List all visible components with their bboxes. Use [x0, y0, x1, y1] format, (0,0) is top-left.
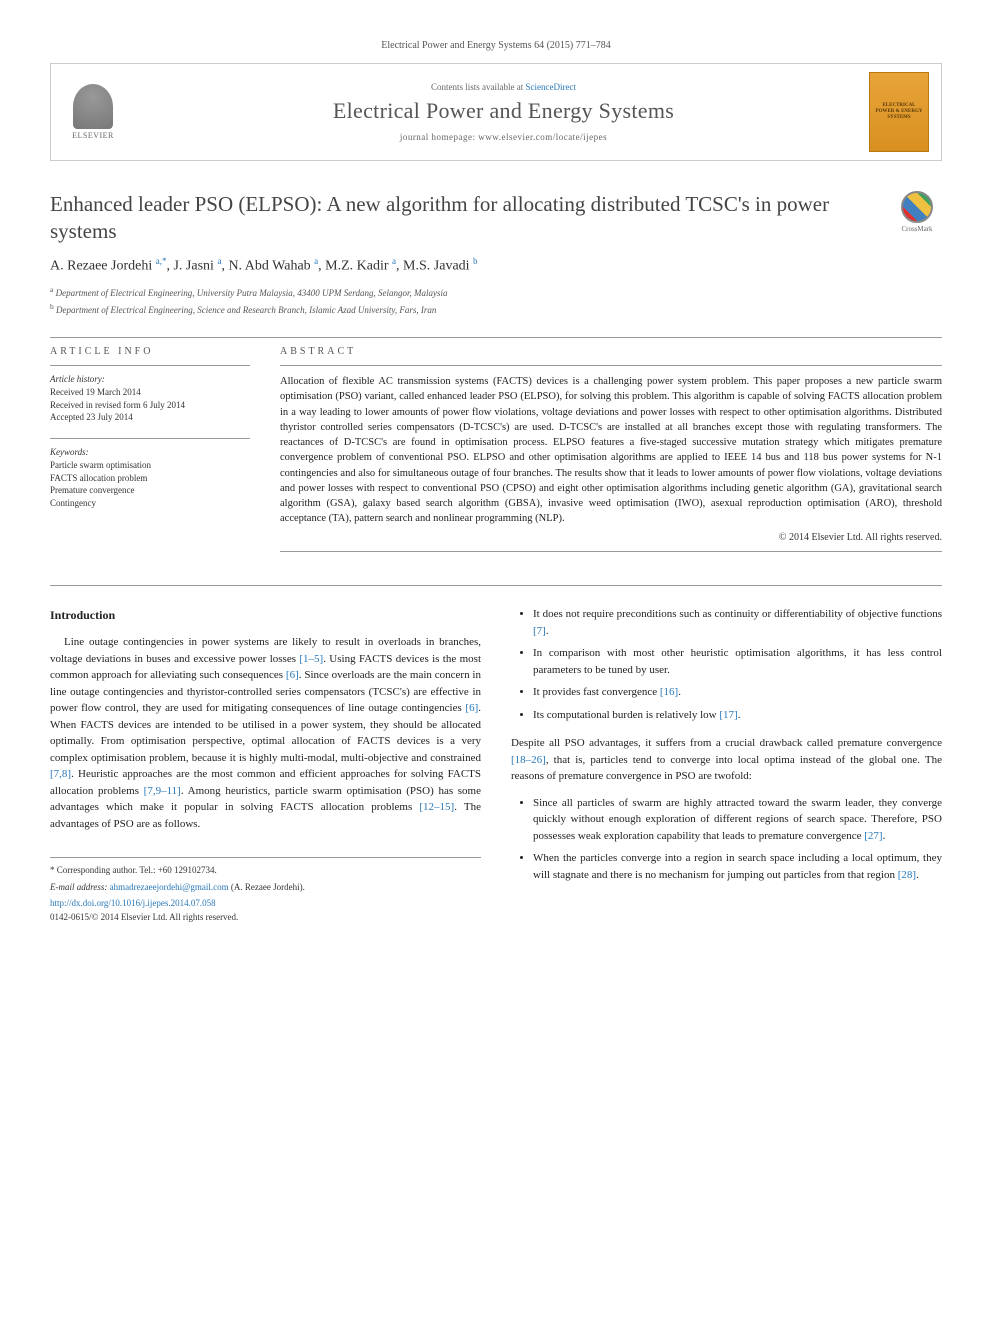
doi-link[interactable]: http://dx.doi.org/10.1016/j.ijepes.2014.… [50, 898, 216, 908]
affiliation-a-text: Department of Electrical Engineering, Un… [56, 288, 448, 298]
copyright-line: © 2014 Elsevier Ltd. All rights reserved… [280, 532, 942, 543]
reference-link[interactable]: [28] [898, 869, 916, 881]
article-title: Enhanced leader PSO (ELPSO): A new algor… [50, 191, 877, 246]
abstract-col: ABSTRACT Allocation of flexible AC trans… [280, 346, 942, 560]
header-center: Contents lists available at ScienceDirec… [138, 82, 869, 142]
reference-link[interactable]: [6] [465, 702, 478, 714]
received-date: Received 19 March 2014 [50, 386, 250, 399]
reasons-list: Since all particles of swarm are highly … [511, 795, 942, 884]
crossmark-icon [901, 191, 933, 223]
reference-link[interactable]: [16] [660, 686, 678, 698]
advantages-list: It does not require preconditions such a… [511, 606, 942, 723]
keyword-item: FACTS allocation problem [50, 472, 250, 485]
affiliation-a: a Department of Electrical Engineering, … [50, 284, 942, 301]
sciencedirect-link[interactable]: ScienceDirect [526, 82, 576, 92]
homepage-url: www.elsevier.com/locate/ijepes [478, 132, 607, 142]
issn-line: 0142-0615/© 2014 Elsevier Ltd. All right… [50, 911, 481, 925]
reference-link[interactable]: [27] [864, 830, 882, 842]
title-row: Enhanced leader PSO (ELPSO): A new algor… [50, 191, 942, 246]
homepage-line: journal homepage: www.elsevier.com/locat… [138, 132, 869, 142]
list-item: In comparison with most other heuristic … [533, 645, 942, 678]
article-info-col: ARTICLE INFO Article history: Received 1… [50, 346, 250, 560]
email-link[interactable]: ahmadrezaeejordehi@gmail.com [110, 882, 229, 892]
article-info-heading: ARTICLE INFO [50, 346, 250, 357]
drawback-paragraph: Despite all PSO advantages, it suffers f… [511, 735, 942, 785]
list-item: Its computational burden is relatively l… [533, 707, 942, 724]
keyword-item: Particle swarm optimisation [50, 459, 250, 472]
divider [50, 585, 942, 586]
reference-link[interactable]: [18–26] [511, 754, 546, 766]
list-item: When the particles converge into a regio… [533, 850, 942, 883]
accepted-date: Accepted 23 July 2014 [50, 411, 250, 424]
footer-block: * Corresponding author. Tel.: +60 129102… [50, 857, 481, 924]
divider [280, 551, 942, 552]
reference-link[interactable]: [7] [533, 625, 546, 637]
affiliation-b-text: Department of Electrical Engineering, Sc… [56, 305, 436, 315]
email-line: E-mail address: ahmadrezaeejordehi@gmail… [50, 881, 481, 895]
affiliations: a Department of Electrical Engineering, … [50, 284, 942, 317]
reference-link[interactable]: [7,9–11] [144, 785, 181, 797]
email-name: (A. Rezaee Jordehi). [229, 882, 305, 892]
email-label: E-mail address: [50, 882, 110, 892]
keyword-item: Contingency [50, 497, 250, 510]
journal-name: Electrical Power and Energy Systems [138, 98, 869, 124]
crossmark-label: CrossMark [901, 225, 932, 233]
reference-link[interactable]: [6] [286, 669, 299, 681]
citation-line: Electrical Power and Energy Systems 64 (… [50, 40, 942, 51]
keywords-label: Keywords: [50, 447, 250, 457]
affiliation-b: b Department of Electrical Engineering, … [50, 301, 942, 318]
left-column: Introduction Line outage contingencies i… [50, 606, 481, 924]
contents-line: Contents lists available at ScienceDirec… [138, 82, 869, 92]
abstract-heading: ABSTRACT [280, 346, 942, 357]
divider [50, 337, 942, 338]
divider [50, 438, 250, 439]
page-container: Electrical Power and Energy Systems 64 (… [0, 0, 992, 964]
list-item: Since all particles of swarm are highly … [533, 795, 942, 845]
journal-cover-thumbnail: ELECTRICAL POWER & ENERGY SYSTEMS [869, 72, 929, 152]
reference-link[interactable]: [7,8] [50, 768, 71, 780]
info-abstract-row: ARTICLE INFO Article history: Received 1… [50, 346, 942, 560]
elsevier-logo: ELSEVIER [63, 77, 123, 147]
intro-paragraph: Line outage contingencies in power syste… [50, 634, 481, 832]
authors-line: A. Rezaee Jordehi a,*, J. Jasni a, N. Ab… [50, 256, 942, 275]
keyword-item: Premature convergence [50, 484, 250, 497]
history-label: Article history: [50, 374, 250, 384]
journal-header: ELSEVIER Contents lists available at Sci… [50, 63, 942, 161]
cover-text: ELECTRICAL POWER & ENERGY SYSTEMS [874, 103, 924, 121]
list-item: It provides fast convergence [16]. [533, 684, 942, 701]
crossmark-badge[interactable]: CrossMark [892, 191, 942, 241]
keywords-list: Particle swarm optimisationFACTS allocat… [50, 459, 250, 509]
elsevier-text: ELSEVIER [72, 131, 114, 140]
body-columns: Introduction Line outage contingencies i… [50, 606, 942, 924]
revised-date: Received in revised form 6 July 2014 [50, 399, 250, 412]
reference-link[interactable]: [12–15] [419, 801, 454, 813]
corresponding-author: * Corresponding author. Tel.: +60 129102… [50, 864, 481, 878]
abstract-text: Allocation of flexible AC transmission s… [280, 374, 942, 526]
list-item: It does not require preconditions such a… [533, 606, 942, 639]
divider [280, 365, 942, 366]
elsevier-tree-icon [73, 84, 113, 129]
intro-heading: Introduction [50, 606, 481, 624]
reference-link[interactable]: [1–5] [299, 653, 323, 665]
contents-prefix: Contents lists available at [431, 82, 525, 92]
divider [50, 365, 250, 366]
reference-link[interactable]: [17] [719, 709, 737, 721]
doi-line: http://dx.doi.org/10.1016/j.ijepes.2014.… [50, 897, 481, 911]
right-column: It does not require preconditions such a… [511, 606, 942, 924]
homepage-prefix: journal homepage: [400, 132, 478, 142]
